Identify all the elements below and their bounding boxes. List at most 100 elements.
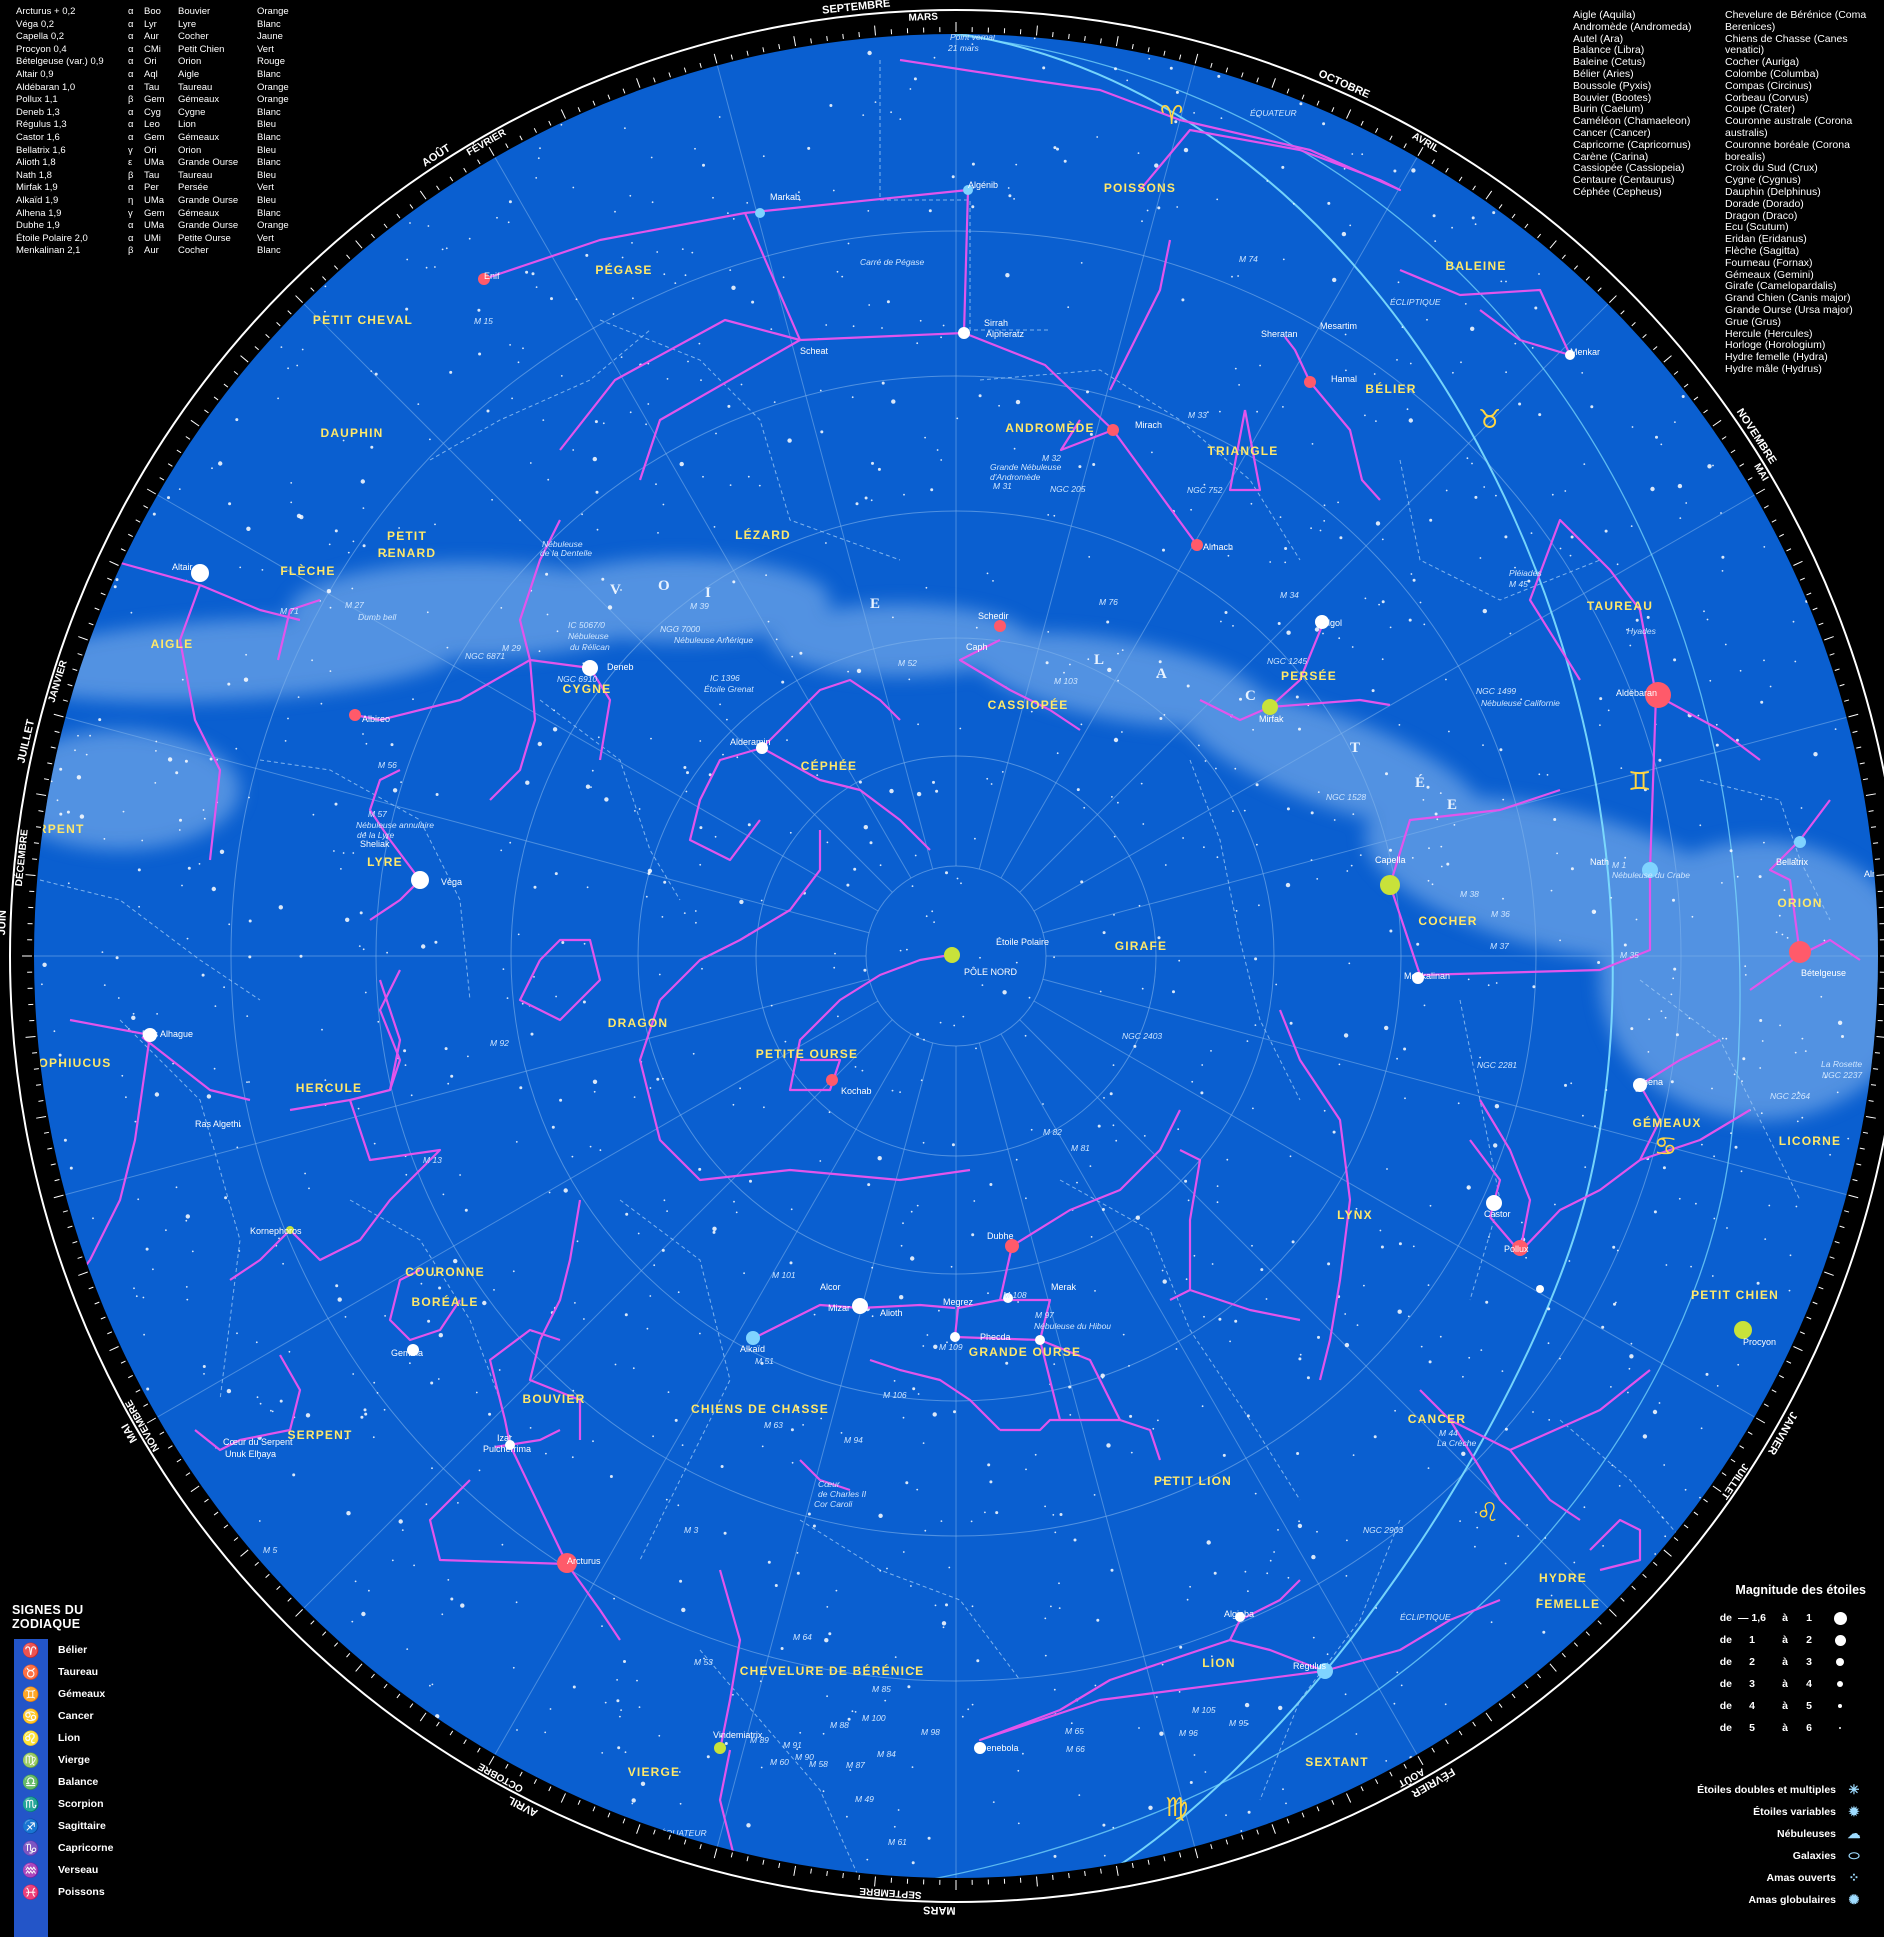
faint-star bbox=[228, 923, 230, 925]
faint-star bbox=[136, 1295, 138, 1297]
faint-star bbox=[277, 398, 279, 400]
faint-star bbox=[1421, 1346, 1423, 1348]
faint-star bbox=[1838, 1021, 1842, 1025]
bright-star bbox=[852, 1298, 868, 1314]
star-table-cell: Vert bbox=[257, 44, 317, 57]
faint-star bbox=[1034, 37, 1036, 39]
faint-star bbox=[1716, 724, 1718, 726]
star-table-cell: Altair 0,9 bbox=[16, 69, 128, 82]
faint-star bbox=[763, 1106, 765, 1108]
faint-star bbox=[547, 479, 549, 481]
faint-star bbox=[500, 607, 502, 609]
faint-star bbox=[684, 912, 686, 914]
faint-star bbox=[447, 647, 449, 649]
faint-star bbox=[1334, 819, 1336, 821]
faint-star bbox=[1266, 1572, 1268, 1574]
faint-star bbox=[1102, 1824, 1105, 1827]
faint-star bbox=[1382, 600, 1385, 603]
faint-star bbox=[1207, 1540, 1211, 1544]
deep-sky-label: M 94 bbox=[844, 1435, 863, 1445]
faint-star bbox=[375, 373, 378, 376]
deep-sky-label: M 36 bbox=[1491, 909, 1510, 919]
zodiac-row: ♒Verseau bbox=[12, 1859, 146, 1881]
faint-star bbox=[1407, 408, 1409, 410]
faint-star bbox=[624, 127, 626, 129]
faint-star bbox=[1225, 1814, 1227, 1816]
faint-star bbox=[1404, 1097, 1406, 1099]
magnitude-from: — 1,6 bbox=[1732, 1612, 1772, 1624]
faint-star bbox=[1532, 985, 1535, 988]
faint-star bbox=[1820, 996, 1822, 998]
faint-star bbox=[761, 900, 763, 902]
faint-star bbox=[587, 886, 589, 888]
star-table-cell: Rouge bbox=[257, 56, 317, 69]
faint-star bbox=[1480, 557, 1482, 559]
faint-star bbox=[855, 1066, 857, 1068]
deep-sky-label: NGC 1245 bbox=[1267, 656, 1307, 666]
faint-star bbox=[141, 840, 143, 842]
star-table-cell: Gem bbox=[144, 132, 178, 145]
faint-star bbox=[593, 1080, 597, 1084]
faint-star bbox=[374, 1143, 376, 1145]
faint-star bbox=[507, 997, 509, 999]
faint-star bbox=[1141, 783, 1143, 785]
magnitude-a: à bbox=[1772, 1656, 1798, 1668]
faint-star bbox=[280, 1400, 283, 1403]
bright-star bbox=[1789, 941, 1811, 963]
deep-sky-label: M 33 bbox=[1188, 410, 1207, 420]
faint-star bbox=[535, 177, 537, 179]
faint-star bbox=[1186, 1278, 1188, 1280]
faint-star bbox=[908, 679, 910, 681]
faint-star bbox=[929, 209, 932, 212]
rim-tick bbox=[1873, 843, 1878, 844]
deep-sky-label: M 98 bbox=[921, 1727, 940, 1737]
faint-star bbox=[1764, 1238, 1766, 1240]
faint-star bbox=[882, 382, 885, 385]
faint-star bbox=[783, 276, 785, 278]
faint-star bbox=[1492, 211, 1495, 214]
faint-star bbox=[525, 781, 529, 785]
faint-star bbox=[863, 969, 866, 972]
faint-star bbox=[1673, 658, 1676, 661]
faint-star bbox=[1582, 1115, 1584, 1117]
faint-star bbox=[1219, 411, 1221, 413]
faint-star bbox=[1046, 661, 1049, 664]
faint-star bbox=[732, 580, 735, 583]
deep-sky-label: M 51 bbox=[755, 1356, 774, 1366]
faint-star bbox=[1662, 1517, 1664, 1519]
deep-sky-label: M 5 bbox=[263, 1545, 277, 1555]
faint-star bbox=[625, 1213, 628, 1216]
svg-text:É: É bbox=[1415, 774, 1427, 791]
bright-star bbox=[1536, 1285, 1544, 1293]
faint-star bbox=[585, 254, 588, 257]
faint-star bbox=[920, 320, 922, 322]
faint-star bbox=[116, 578, 119, 581]
star-table-cell: Bleu bbox=[257, 195, 317, 208]
faint-star bbox=[1471, 463, 1473, 465]
faint-star bbox=[1734, 1074, 1736, 1076]
faint-star bbox=[1156, 1696, 1158, 1698]
deep-sky-label: M 96 bbox=[1179, 1728, 1198, 1738]
faint-star bbox=[576, 298, 578, 300]
faint-star bbox=[358, 1108, 360, 1110]
faint-star bbox=[1068, 1386, 1071, 1389]
magnitude-from: 3 bbox=[1732, 1678, 1772, 1690]
faint-star bbox=[1488, 984, 1490, 986]
star-table-cell: ε bbox=[128, 157, 144, 170]
faint-star bbox=[1251, 503, 1253, 505]
faint-star bbox=[1429, 1360, 1432, 1363]
faint-star bbox=[878, 468, 881, 471]
star-table-cell: Petit Chien bbox=[178, 44, 257, 57]
faint-star bbox=[175, 771, 178, 774]
faint-star bbox=[1505, 1428, 1508, 1431]
faint-star bbox=[934, 57, 936, 59]
faint-star bbox=[1801, 807, 1803, 809]
faint-star bbox=[262, 569, 264, 571]
faint-star bbox=[650, 738, 652, 740]
faint-star bbox=[1376, 521, 1380, 525]
faint-star bbox=[1296, 1452, 1299, 1455]
faint-star bbox=[499, 1369, 501, 1371]
